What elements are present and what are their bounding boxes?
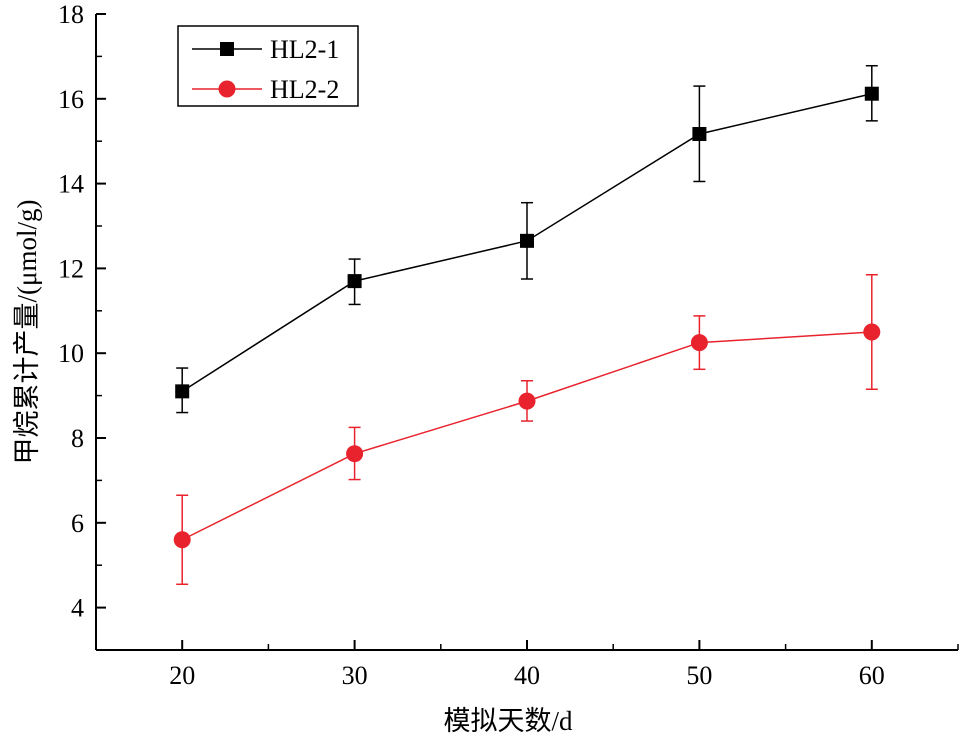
y-tick-label: 10	[58, 339, 84, 368]
data-point	[520, 233, 534, 248]
x-tick-label: 50	[686, 661, 712, 690]
legend-label: HL2-1	[270, 35, 339, 64]
data-point	[173, 531, 191, 549]
series-layer	[173, 64, 881, 586]
y-tick-label: 16	[58, 85, 84, 114]
y-tick-label: 14	[58, 170, 84, 199]
data-point	[692, 126, 707, 141]
legend-marker	[218, 80, 236, 98]
x-tick-label: 60	[859, 661, 885, 690]
legend-marker	[220, 42, 234, 56]
data-point	[347, 274, 362, 289]
data-point	[690, 334, 708, 352]
y-axis-title: 甲烷累计产量/(μmol/g)	[12, 200, 42, 465]
data-point	[863, 323, 881, 341]
series-line	[181, 331, 872, 541]
axes	[95, 14, 958, 651]
y-tick-label: 4	[71, 594, 84, 623]
data-point	[175, 384, 190, 399]
x-axis-title: 模拟天数/d	[443, 706, 573, 736]
y-tick-label: 8	[71, 424, 84, 453]
data-point	[864, 86, 879, 101]
data-point	[518, 392, 536, 410]
legend: HL2-1 HL2-2	[177, 25, 359, 107]
y-tick-label: 6	[71, 509, 84, 538]
series-1	[175, 64, 879, 414]
legend-box	[177, 25, 359, 107]
x-tick-label: 40	[514, 661, 540, 690]
series-2	[173, 274, 881, 586]
y-tick-label: 18	[58, 0, 84, 29]
y-ticks: 4 6 8 10 12 14 16 18	[58, 0, 106, 651]
x-tick-label: 30	[342, 661, 368, 690]
y-tick-label: 12	[58, 254, 84, 283]
x-tick-label: 20	[169, 661, 195, 690]
x-ticks: 20 30 40 50 60	[95, 640, 959, 690]
data-point	[346, 445, 364, 463]
legend-label: HL2-2	[270, 75, 339, 104]
